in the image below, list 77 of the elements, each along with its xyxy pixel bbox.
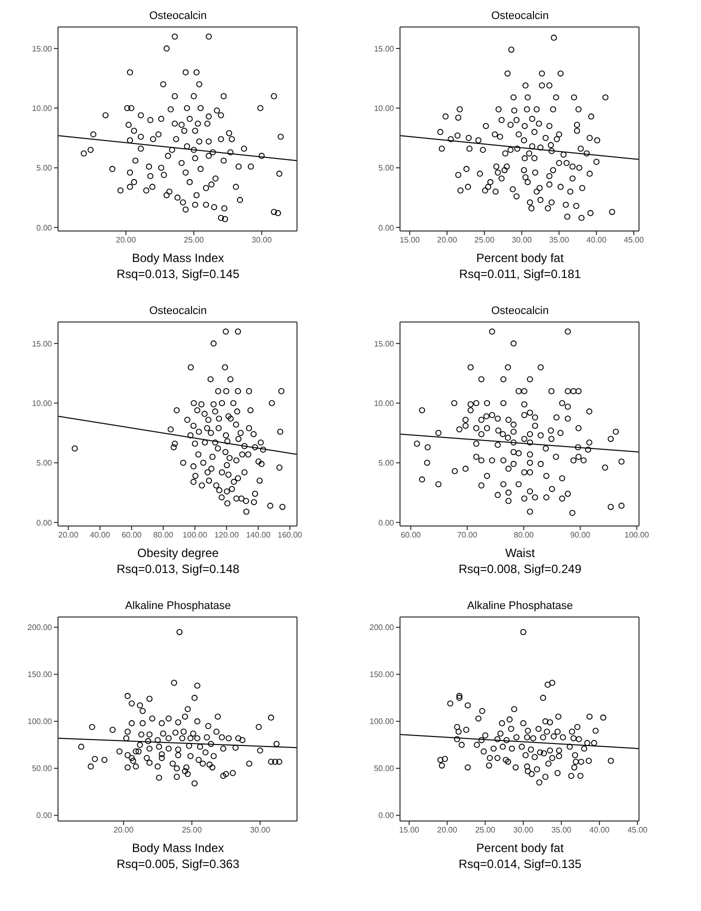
text: Rsq=0.013, Sigf=0.145 bbox=[116, 267, 240, 281]
x-axis-title: Obesity degree bbox=[136, 546, 220, 560]
x-tick-label: 20.00 bbox=[58, 530, 79, 540]
x-axis-title: Waist bbox=[504, 546, 536, 560]
y-tick-label: 0.00 bbox=[378, 518, 395, 528]
x-tick-label: 35.00 bbox=[551, 826, 572, 835]
x-axis-title: Body Mass Index bbox=[130, 251, 226, 265]
x-tick-label: 30.00 bbox=[513, 826, 534, 835]
y-tick-label: 200.00 bbox=[370, 623, 395, 632]
x-tick-label: 60.00 bbox=[400, 530, 422, 540]
x-tick-label: 45.00 bbox=[624, 236, 644, 245]
y-tick-label: 100.00 bbox=[28, 717, 53, 726]
x-tick-label: 100.00 bbox=[182, 530, 208, 540]
y-tick-label: 150.00 bbox=[370, 670, 395, 680]
y-tick-label: 0.00 bbox=[378, 811, 395, 820]
text: Rsq=0.013, Sigf=0.148 bbox=[116, 562, 240, 576]
x-tick-label: 160.00 bbox=[278, 530, 303, 540]
y-tick-label: 15.00 bbox=[32, 339, 53, 348]
chart-title: Osteocalcin bbox=[490, 304, 550, 319]
y-tick-label: 15.00 bbox=[374, 339, 395, 348]
y-tick-label: 0.00 bbox=[36, 223, 53, 232]
x-tick-label: 25.00 bbox=[184, 236, 204, 245]
x-tick-label: 20.00 bbox=[114, 826, 134, 835]
y-tick-label: 5.00 bbox=[36, 458, 53, 468]
x-tick-label: 80.00 bbox=[514, 530, 534, 540]
y-tick-label: 10.00 bbox=[374, 104, 395, 113]
x-tick-label: 45.00 bbox=[627, 826, 648, 835]
x-axis-title: Percent body fat bbox=[475, 251, 565, 265]
x-tick-label: 25.00 bbox=[475, 826, 496, 835]
y-tick-label: 100.00 bbox=[370, 717, 395, 726]
x-tick-label: 20.00 bbox=[437, 236, 458, 245]
y-tick-label: 5.00 bbox=[378, 458, 395, 468]
y-tick-label: 150.00 bbox=[28, 670, 53, 680]
y-tick-label: 0.00 bbox=[36, 518, 53, 528]
chart-title: Osteocalcin bbox=[148, 304, 208, 319]
text: Rsq=0.014, Sigf=0.135 bbox=[458, 857, 582, 871]
text: Rsq=0.008, Sigf=0.249 bbox=[458, 562, 582, 576]
x-tick-label: 30.00 bbox=[512, 236, 532, 245]
x-tick-label: 140.00 bbox=[246, 530, 272, 540]
y-tick-label: 50.00 bbox=[32, 764, 53, 774]
y-tick-label: 15.00 bbox=[374, 44, 395, 54]
y-tick-label: 200.00 bbox=[28, 623, 53, 632]
x-tick-label: 15.00 bbox=[399, 826, 420, 835]
x-tick-label: 40.00 bbox=[90, 530, 110, 540]
x-tick-label: 90.00 bbox=[570, 530, 591, 540]
x-tick-label: 30.00 bbox=[252, 236, 272, 245]
x-tick-label: 30.00 bbox=[250, 826, 271, 835]
y-tick-label: 5.00 bbox=[378, 164, 395, 173]
text: Rsq=0.011, Sigf=0.181 bbox=[458, 267, 582, 281]
x-tick-label: 40.00 bbox=[589, 826, 610, 835]
y-tick-label: 10.00 bbox=[32, 398, 53, 408]
y-tick-label: 15.00 bbox=[32, 44, 53, 54]
x-tick-label: 120.00 bbox=[214, 530, 240, 540]
x-tick-label: 25.00 bbox=[182, 826, 202, 835]
x-tick-label: 20.00 bbox=[116, 236, 136, 245]
chart-title: Alkaline Phosphatase bbox=[466, 599, 574, 614]
y-tick-label: 10.00 bbox=[32, 104, 53, 113]
chart-title: Osteocalcin bbox=[490, 9, 550, 24]
y-tick-label: 0.00 bbox=[36, 811, 53, 820]
x-tick-label: 15.00 bbox=[400, 236, 420, 245]
x-tick-label: 25.00 bbox=[474, 236, 495, 245]
x-tick-label: 20.00 bbox=[437, 826, 458, 835]
y-tick-label: 10.00 bbox=[374, 398, 395, 408]
y-tick-label: 50.00 bbox=[374, 764, 395, 774]
text: Rsq=0.005, Sigf=0.363 bbox=[116, 857, 240, 871]
chart-title: Alkaline Phosphatase bbox=[124, 599, 232, 614]
x-axis-title: Body Mass Index bbox=[130, 841, 226, 855]
x-tick-label: 35.00 bbox=[549, 236, 570, 245]
x-tick-label: 80.00 bbox=[153, 530, 174, 540]
y-tick-label: 5.00 bbox=[36, 164, 53, 173]
x-tick-label: 70.00 bbox=[457, 530, 478, 540]
chart-title: Osteocalcin bbox=[148, 9, 208, 24]
x-tick-label: 40.00 bbox=[586, 236, 607, 245]
x-tick-label: 60.00 bbox=[122, 530, 142, 540]
x-tick-label: 100.00 bbox=[624, 530, 650, 540]
x-axis-title: Percent body fat bbox=[475, 841, 565, 855]
y-tick-label: 0.00 bbox=[378, 223, 395, 232]
